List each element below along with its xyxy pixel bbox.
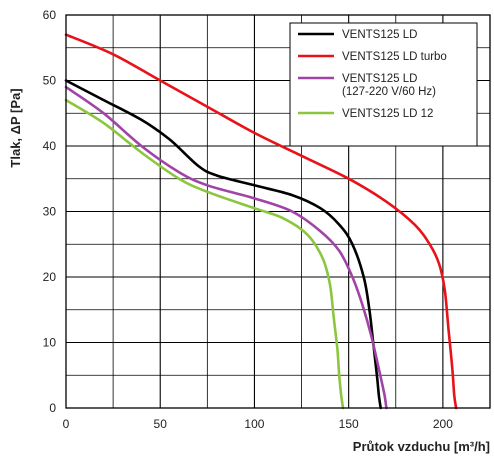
- legend-box: [289, 22, 478, 147]
- plot-frame: [65, 14, 491, 409]
- legend-label-3: VENTS125 LD (127-220 V/60 Hz): [342, 73, 436, 98]
- series-lines: [64, 33, 458, 410]
- series-line-4: [64, 98, 345, 410]
- y-tick-labels: 0 10 20 30 40 50 60: [43, 8, 57, 415]
- y-axis-title: Tlak, ΔP [Pa]: [8, 88, 23, 167]
- y-tick-label: 20: [43, 270, 57, 284]
- y-tick-label: 50: [43, 74, 57, 88]
- legend: VENTS125 LD VENTS125 LD turbo VENTS125 LD(…: [289, 22, 478, 147]
- y-tick-label: 0: [49, 401, 56, 415]
- x-tick-label: 200: [433, 417, 453, 431]
- y-tick-label: 40: [43, 139, 57, 153]
- x-axis-title: Průtok vzduchu [m³/h]: [353, 439, 490, 454]
- legend-label-2: VENTS125 LD turbo: [342, 51, 447, 63]
- series-line-2: [64, 33, 458, 410]
- series-line-3: [64, 85, 388, 410]
- y-tick-label: 30: [43, 205, 57, 219]
- x-tick-label: 100: [244, 417, 264, 431]
- x-tick-label: 50: [154, 417, 168, 431]
- y-tick-label: 60: [43, 8, 57, 22]
- x-tick-label: 0: [63, 417, 70, 431]
- x-tick-labels: 0 50 100 150 200: [63, 417, 454, 431]
- y-tick-label: 10: [43, 336, 57, 350]
- x-tick-label: 150: [339, 417, 359, 431]
- legend-label-4: VENTS125 LD 12: [342, 108, 433, 120]
- legend-label-1: VENTS125 LD: [342, 29, 417, 41]
